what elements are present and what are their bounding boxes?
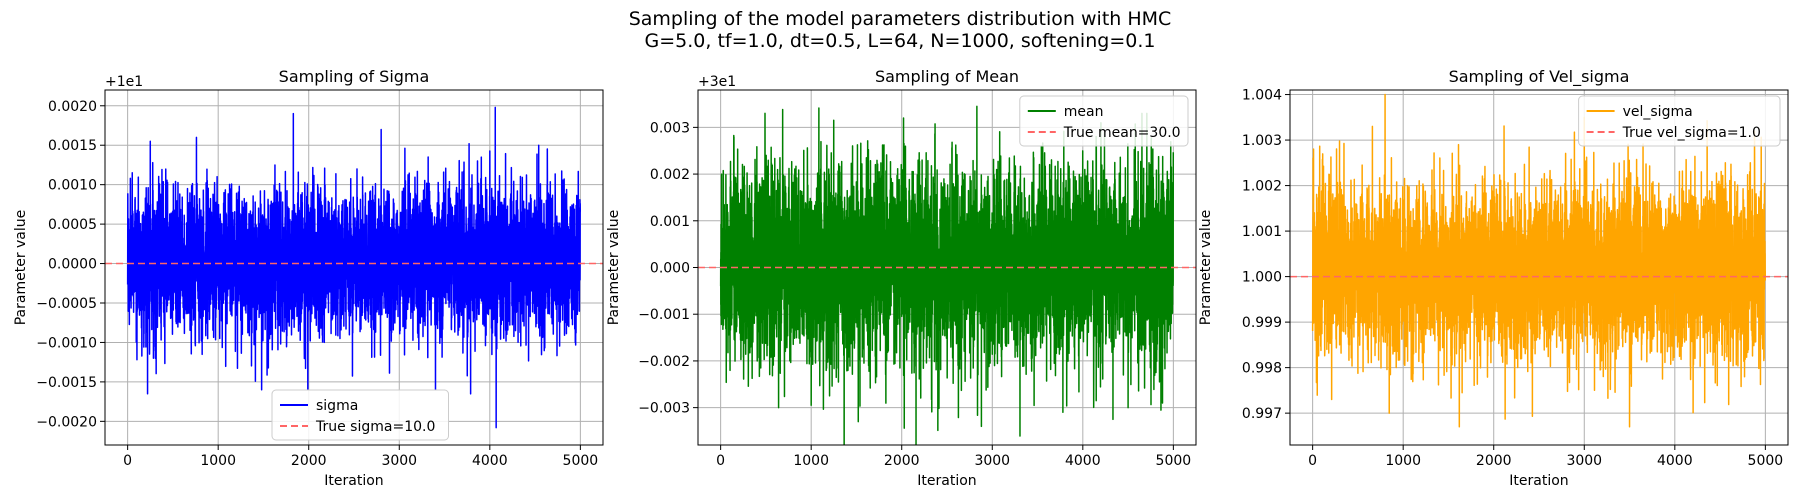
y-tick-label: 1.001 <box>1242 224 1282 240</box>
y-tick-label: 1.004 <box>1242 88 1282 104</box>
y-tick-label: 1.003 <box>1242 133 1282 149</box>
mean-legend: mean True mean=30.0 <box>1019 95 1189 147</box>
sigma-legend: sigma True sigma=10.0 <box>271 389 449 441</box>
y-tick-label: 1.002 <box>1242 179 1282 195</box>
y-tick-label: 0.0010 <box>48 178 97 194</box>
mean-y-axis-label: Parameter value <box>606 210 622 326</box>
y-tick-label: −0.001 <box>638 307 690 323</box>
x-tick-label: 3000 <box>974 453 1010 469</box>
x-tick-label: 5000 <box>1156 453 1192 469</box>
vel-sigma-chart-title: Sampling of Vel_sigma <box>1449 67 1630 87</box>
y-tick-label: −0.002 <box>638 354 690 370</box>
x-tick-label: 3000 <box>381 453 417 469</box>
sigma-series-line <box>126 106 582 429</box>
figure-subtitle: G=5.0, tf=1.0, dt=0.5, L=64, N=1000, sof… <box>644 30 1156 52</box>
legend-box <box>1019 95 1189 147</box>
vel-sigma-series-line <box>1311 93 1767 428</box>
y-tick-label: 0.002 <box>650 167 690 183</box>
y-tick-label: −0.0005 <box>36 296 97 312</box>
x-tick-label: 1000 <box>793 453 829 469</box>
y-tick-label: −0.003 <box>638 401 690 417</box>
x-tick-label: 3000 <box>1566 453 1602 469</box>
sigma-y-axis-label: Parameter value <box>13 210 29 326</box>
vel-sigma-axes-frame <box>1289 89 1789 446</box>
y-tick-label: 0.998 <box>1242 361 1282 377</box>
x-tick-label: 4000 <box>1657 453 1693 469</box>
legend-series-label: mean <box>1064 104 1104 120</box>
x-tick-label: 0 <box>1308 453 1317 469</box>
y-tick-label: 0.001 <box>650 214 690 230</box>
vel-sigma-x-axis-label: Iteration <box>1509 473 1568 489</box>
x-tick-label: 0 <box>716 453 725 469</box>
vel-sigma-legend: vel_sigma True vel_sigma=1.0 <box>1578 95 1781 147</box>
legend-true-value-label: True vel_sigma=1.0 <box>1622 125 1761 141</box>
y-tick-label: 0.0000 <box>48 257 97 273</box>
y-tick-label: 0.0020 <box>48 99 97 115</box>
sigma-offset-text: +1e1 <box>105 74 143 90</box>
legend-box <box>271 389 449 441</box>
legend-true-value-label: True mean=30.0 <box>1063 125 1181 141</box>
legend-series-label: sigma <box>316 398 358 414</box>
sigma-x-axis-label: Iteration <box>324 473 383 489</box>
legend-series-label: vel_sigma <box>1623 104 1693 120</box>
x-tick-label: 5000 <box>1748 453 1784 469</box>
x-tick-label: 4000 <box>1065 453 1101 469</box>
legend-box <box>1578 95 1781 147</box>
y-tick-label: −0.0020 <box>36 414 97 430</box>
x-tick-label: 1000 <box>200 453 236 469</box>
figure-title: Sampling of the model parameters distrib… <box>628 8 1172 30</box>
x-tick-label: 0 <box>123 453 132 469</box>
y-tick-label: 0.000 <box>650 261 690 277</box>
x-tick-label: 2000 <box>884 453 920 469</box>
y-tick-label: 0.003 <box>650 120 690 136</box>
x-tick-label: 1000 <box>1385 453 1421 469</box>
legend-true-value-label: True sigma=10.0 <box>315 419 435 435</box>
y-tick-label: 0.997 <box>1242 406 1282 422</box>
sigma-axes-frame <box>104 89 604 446</box>
sigma-chart-title: Sampling of Sigma <box>279 67 430 86</box>
mean-series-line <box>719 105 1175 445</box>
y-tick-label: 0.999 <box>1242 315 1282 331</box>
y-tick-label: −0.0015 <box>36 375 97 391</box>
x-tick-label: 2000 <box>1476 453 1512 469</box>
y-tick-label: −0.0010 <box>36 335 97 351</box>
x-tick-label: 4000 <box>472 453 508 469</box>
x-tick-label: 5000 <box>563 453 599 469</box>
mean-x-axis-label: Iteration <box>917 473 976 489</box>
mean-offset-text: +3e1 <box>698 74 736 90</box>
y-tick-label: 0.0015 <box>48 138 97 154</box>
y-tick-label: 1.000 <box>1242 270 1282 286</box>
x-tick-label: 2000 <box>291 453 327 469</box>
vel-sigma-y-axis-label: Parameter value <box>1198 210 1214 326</box>
y-tick-label: 0.0005 <box>48 217 97 233</box>
mean-chart-title: Sampling of Mean <box>875 67 1019 86</box>
